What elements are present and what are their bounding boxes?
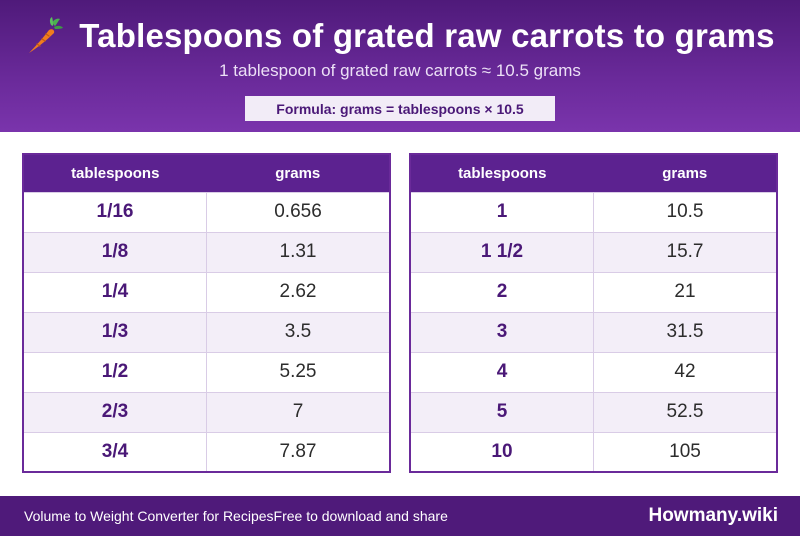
grams-cell: 52.5 <box>593 391 777 432</box>
table-row: 3/4 7.87 <box>23 431 390 472</box>
tablespoons-cell: 4 <box>410 351 594 392</box>
conversion-table-left: tablespoons grams 1/16 0.656 1/8 1.31 1/4 2… <box>22 153 391 473</box>
grams-cell: 7 <box>206 391 390 432</box>
grams-cell: 7.87 <box>206 431 390 472</box>
tablespoons-cell: 10 <box>410 431 594 472</box>
table-row: 1/8 1.31 <box>23 231 390 272</box>
column-header-tablespoons: tablespoons <box>23 154 207 192</box>
grams-cell: 3.5 <box>206 311 390 352</box>
grams-cell: 31.5 <box>593 311 777 352</box>
table-row: 1 1/2 15.7 <box>410 231 777 272</box>
tablespoons-cell: 2/3 <box>23 391 207 432</box>
tablespoons-cell: 1/4 <box>23 271 207 312</box>
grams-cell: 2.62 <box>206 271 390 312</box>
formula-box: Formula: grams = tablespoons × 10.5 <box>245 96 555 121</box>
column-header-tablespoons: tablespoons <box>410 154 594 192</box>
table-header-row: tablespoons grams <box>23 154 390 192</box>
tablespoons-cell: 1/3 <box>23 311 207 352</box>
table-header-row: tablespoons grams <box>410 154 777 192</box>
grams-cell: 1.31 <box>206 231 390 272</box>
table-row: 1/3 3.5 <box>23 311 390 352</box>
table-row: 1 10.5 <box>410 191 777 232</box>
page-subtitle: 1 tablespoon of grated raw carrots ≈ 10.… <box>219 61 581 80</box>
grams-cell: 5.25 <box>206 351 390 392</box>
grams-cell: 10.5 <box>593 191 777 232</box>
tablespoons-cell: 3/4 <box>23 431 207 472</box>
footer-text: Volume to Weight Converter for Recipes Fr… <box>24 496 448 536</box>
tablespoons-cell: 3 <box>410 311 594 352</box>
tablespoons-cell: 1 <box>410 191 594 232</box>
column-header-grams: grams <box>206 154 390 192</box>
table-row: 5 52.5 <box>410 391 777 432</box>
tablespoons-cell: 1/16 <box>23 191 207 232</box>
grams-cell: 0.656 <box>206 191 390 232</box>
tablespoons-cell: 2 <box>410 271 594 312</box>
table-row: 2 21 <box>410 271 777 312</box>
footer: Volume to Weight Converter for Recipes Fr… <box>0 496 800 536</box>
page-title: Tablespoons of grated raw carrots to gra… <box>79 17 775 54</box>
header: Tablespoons of grated raw carrots to gra… <box>0 0 800 132</box>
table-row: 10 105 <box>410 431 777 472</box>
tablespoons-cell: 1/2 <box>23 351 207 392</box>
table-row: 1/16 0.656 <box>23 191 390 232</box>
carrot-icon <box>29 17 64 53</box>
grams-cell: 105 <box>593 431 777 472</box>
title-row: Tablespoons of grated raw carrots to gra… <box>0 14 800 58</box>
tablespoons-cell: 5 <box>410 391 594 432</box>
footer-converter-label: Volume to Weight Converter for Recipes <box>24 508 274 524</box>
table-row: 2/3 7 <box>23 391 390 432</box>
footer-share-label: Free to download and share <box>273 508 448 524</box>
tablespoons-cell: 1 1/2 <box>410 231 594 272</box>
tablespoons-cell: 1/8 <box>23 231 207 272</box>
grams-cell: 15.7 <box>593 231 777 272</box>
table-row: 1/4 2.62 <box>23 271 390 312</box>
column-header-grams: grams <box>593 154 777 192</box>
table-row: 1/2 5.25 <box>23 351 390 392</box>
brand-logo-text[interactable]: Howmany.wiki <box>648 505 778 526</box>
grams-cell: 42 <box>593 351 777 392</box>
table-row: 3 31.5 <box>410 311 777 352</box>
grams-cell: 21 <box>593 271 777 312</box>
table-row: 4 42 <box>410 351 777 392</box>
